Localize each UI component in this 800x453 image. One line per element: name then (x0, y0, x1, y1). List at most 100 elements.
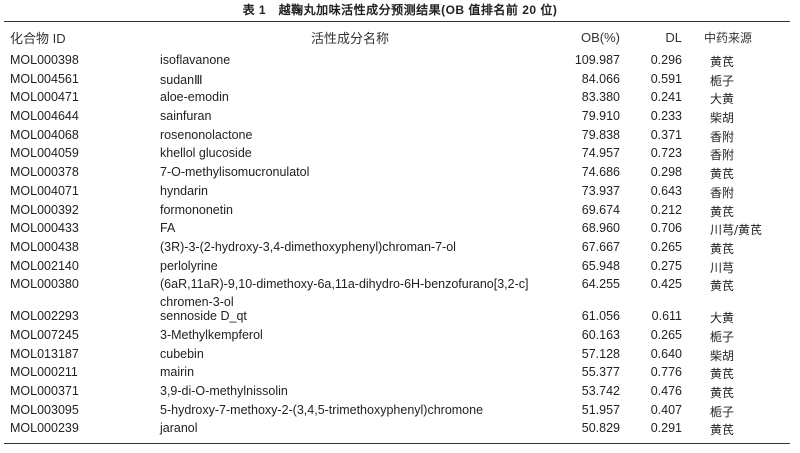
cell-dl: 0.407 (622, 403, 692, 422)
cell-dl: 0.591 (622, 72, 692, 91)
table-row: MOL000392 formononetin 69.674 0.212 黄芪 (4, 203, 790, 222)
cell-ob: 69.674 (540, 203, 622, 222)
cell-source: 黄芪 (692, 365, 790, 384)
cell-name-text: 3,9-di-O-methylnissolin (160, 384, 288, 398)
cell-source: 黄芪 (692, 165, 790, 184)
table-row: MOL000371 3,9-di-O-methylnissolin 53.742 0.… (4, 384, 790, 403)
cell-name-text: sainfuran (160, 109, 212, 124)
cell-id: MOL000211 (4, 365, 160, 384)
cell-id-text: MOL000392 (10, 202, 79, 217)
cell-source: 川芎 (692, 259, 790, 278)
cell-name: 3-Methylkempferol (160, 328, 540, 347)
cell-name: jaranol (160, 421, 540, 440)
cell-source-text: 黄芪 (710, 55, 735, 69)
header-row: 化合物 ID 活性成分名称 OB(%) DL 中药来源 (4, 24, 790, 51)
table-row: MOL004644 sainfuran 79.910 0.233 柴胡 (4, 109, 790, 128)
cell-name: khellol glucoside (160, 146, 540, 165)
cell-ob: 53.742 (540, 384, 622, 403)
cell-source: 香附 (692, 146, 790, 165)
cell-source-text: 黄芪 (710, 386, 735, 400)
cell-name-text: khellol glucoside (160, 146, 252, 161)
cell-source: 栀子 (692, 403, 790, 422)
cell-ob: 74.957 (540, 146, 622, 165)
cell-source: 黄芪 (692, 51, 790, 72)
cell-name: sudanⅢ (160, 72, 540, 91)
table-row: MOL000378 7-O-methylisomucronulatol 74.686… (4, 165, 790, 184)
cell-source: 香附 (692, 184, 790, 203)
cell-dl-text: 0.611 (651, 309, 682, 324)
cell-dl-text: 0.298 (650, 165, 682, 180)
cell-ob-text: 50.829 (581, 421, 620, 436)
cell-source: 柴胡 (692, 109, 790, 128)
cell-source: 香附 (692, 128, 790, 147)
cell-ob: 51.957 (540, 403, 622, 422)
cell-source: 大黄 (692, 90, 790, 109)
cell-source-text: 川芎/黄芪 (710, 223, 763, 238)
cell-ob: 65.948 (540, 259, 622, 278)
cell-id: MOL000378 (4, 165, 160, 184)
cell-name: formononetin (160, 203, 540, 222)
cell-dl-text: 0.212 (650, 202, 682, 217)
cell-dl-text: 0.640 (650, 346, 682, 361)
cell-name-text: jaranol (160, 421, 198, 436)
cell-source-text: 香附 (710, 129, 735, 144)
cell-id: MOL000371 (4, 384, 160, 403)
cell-id-text: MOL013187 (10, 346, 79, 361)
table-row: MOL002293 sennoside D_qt 61.056 0.611 大黄 (4, 309, 790, 328)
table-row: MOL000438 (3R)-3-(2-hydroxy-3,4-dimethoxy… (4, 240, 790, 259)
cell-source-text: 柴胡 (710, 348, 735, 363)
cell-source-text: 黄芪 (710, 204, 735, 219)
cell-ob-text: 74.957 (581, 146, 620, 161)
cell-dl: 0.371 (622, 128, 692, 147)
cell-dl-text: 0.291 (650, 421, 682, 436)
table-row: MOL007245 3-Methylkempferol 60.163 0.265 栀子 (4, 328, 790, 347)
cell-ob-text: 55.377 (581, 365, 620, 380)
cell-id: MOL004059 (4, 146, 160, 165)
cell-name: (6aR,11aR)-9,10-dimethoxy-6a,11a-dihydro… (160, 277, 540, 309)
table-row: MOL000380 (6aR,11aR)-9,10-dimethoxy-6a,11… (4, 277, 790, 309)
cell-name-text: sennoside D_qt (160, 309, 247, 324)
cell-id-text: MOL004068 (10, 127, 79, 142)
table-row: MOL004071 hyndarin 73.937 0.643 香附 (4, 184, 790, 203)
cell-ob-text: 65.948 (581, 258, 620, 273)
cell-dl: 0.643 (622, 184, 692, 203)
cell-name: perlolyrine (160, 259, 540, 278)
cell-id: MOL004071 (4, 184, 160, 203)
cell-id-text: MOL000471 (10, 90, 79, 105)
cell-ob: 74.686 (540, 165, 622, 184)
cell-dl-text: 0.265 (650, 239, 682, 254)
cell-ob: 84.066 (540, 72, 622, 91)
cell-dl: 0.265 (622, 328, 692, 347)
cell-ob-text: 109.987 (574, 53, 620, 67)
cell-ob-text: 67.667 (581, 239, 620, 254)
table-row: MOL000471 aloe-emodin 83.380 0.241 大黄 (4, 90, 790, 109)
cell-source-text: 川芎 (710, 260, 735, 275)
cell-source-text: 黄芪 (710, 241, 735, 256)
cell-dl-text: 0.233 (650, 109, 682, 124)
cell-dl-text: 0.296 (650, 53, 682, 67)
table-row: MOL000211 mairin 55.377 0.776 黄芪 (4, 365, 790, 384)
cell-name: sainfuran (160, 109, 540, 128)
cell-id-text: MOL004059 (10, 146, 79, 161)
cell-source: 栀子 (692, 328, 790, 347)
cell-ob-text: 57.128 (581, 346, 620, 361)
cell-id-text: MOL000398 (10, 53, 79, 67)
cell-dl: 0.723 (622, 146, 692, 165)
table-row: MOL000239 jaranol 50.829 0.291 黄芪 (4, 421, 790, 440)
cell-ob-text: 53.742 (581, 384, 620, 398)
cell-dl-text: 0.723 (650, 146, 682, 161)
table-row: MOL004059 khellol glucoside 74.957 0.723 香附 (4, 146, 790, 165)
cell-name: (3R)-3-(2-hydroxy-3,4-dimethoxyphenyl)ch… (160, 240, 540, 259)
cell-name: hyndarin (160, 184, 540, 203)
cell-dl-text: 0.591 (650, 71, 682, 86)
cell-dl: 0.640 (622, 347, 692, 366)
cell-source-text: 大黄 (710, 92, 735, 107)
cell-name-text: 7-O-methylisomucronulatol (160, 165, 310, 180)
cell-dl-text: 0.776 (650, 365, 682, 380)
cell-name: cubebin (160, 347, 540, 366)
cell-ob-text: 69.674 (581, 202, 620, 217)
cell-source-text: 栀子 (710, 73, 735, 88)
cell-dl: 0.233 (622, 109, 692, 128)
cell-dl: 0.241 (622, 90, 692, 109)
cell-source-text: 栀子 (710, 329, 735, 344)
